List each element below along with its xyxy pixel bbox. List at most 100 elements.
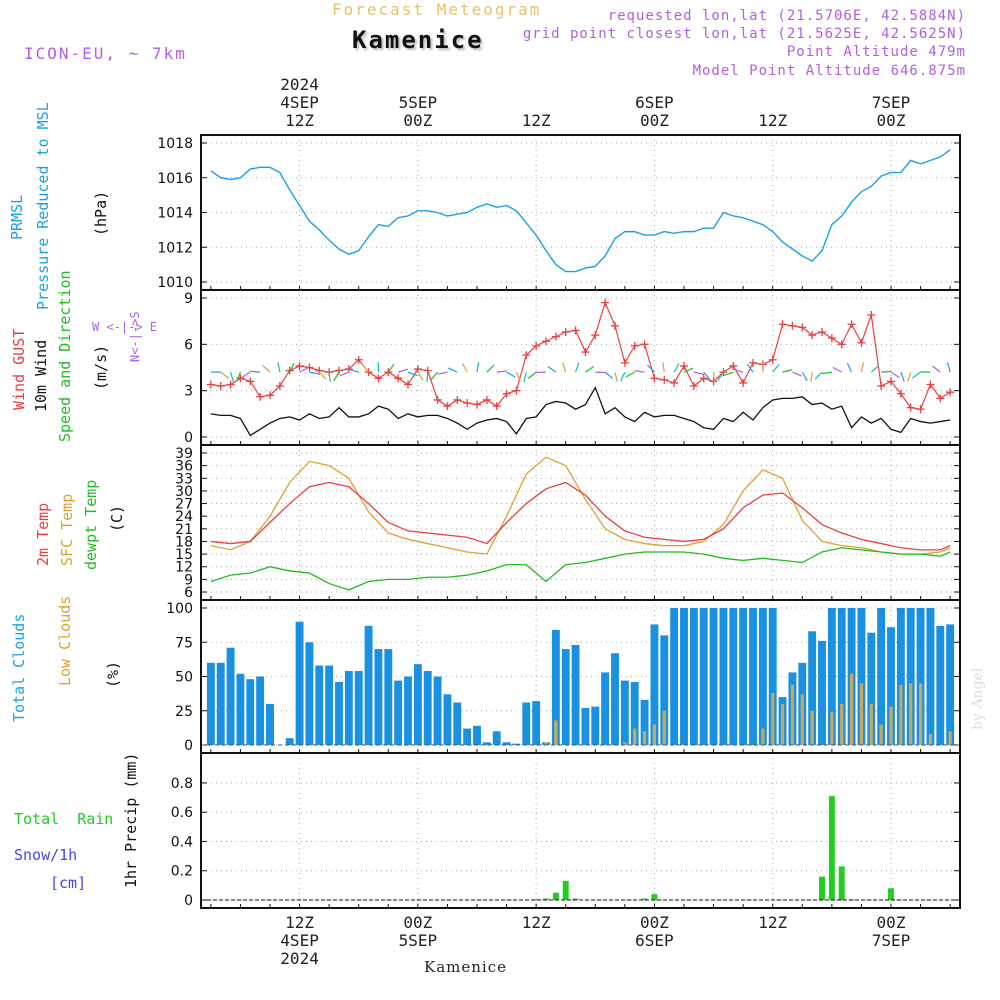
- wind-gust-point: [837, 340, 846, 349]
- low-cloud-bar: [761, 728, 765, 745]
- time-axis-label: 7SEP 00Z: [851, 94, 931, 130]
- total-cloud-bar: [758, 608, 767, 745]
- total-cloud-bar: [482, 742, 491, 745]
- time-axis-line: 12Z: [758, 913, 788, 932]
- wind-gust-point: [680, 361, 688, 370]
- total-cloud-bar: [532, 701, 541, 745]
- rain-bar: [533, 899, 540, 901]
- wind-direction-arrow: [515, 371, 521, 382]
- low-cloud-bar: [800, 694, 804, 745]
- wind-gust-point: [887, 377, 895, 386]
- time-axis-label: 12Z: [496, 914, 576, 932]
- total-cloud-bar: [354, 671, 363, 745]
- wind-direction-arrow: [673, 363, 680, 373]
- total-cloud-bar: [729, 608, 738, 745]
- total-cloud-bar: [896, 608, 905, 745]
- ytick-label: 25: [175, 704, 193, 720]
- total-cloud-bar: [650, 624, 659, 745]
- total-cloud-bar: [512, 743, 521, 745]
- ytick-label: 0.4: [171, 834, 193, 850]
- ytick-label: 27: [175, 497, 193, 513]
- total-cloud-bar: [305, 642, 314, 745]
- ytick-label: 33: [175, 471, 193, 487]
- wind-gust-point: [512, 386, 521, 395]
- time-axis-line: 00Z: [403, 111, 433, 130]
- low-cloud-bar: [918, 683, 923, 745]
- total-cloud-bar: [818, 640, 826, 745]
- footer-station: Kamenice: [424, 958, 507, 976]
- wind-gust-point: [216, 382, 225, 391]
- wind-direction-arrow: [496, 370, 507, 373]
- wind-gust-point: [867, 310, 876, 319]
- total-cloud-bar: [640, 699, 649, 745]
- total-cloud-bar: [739, 608, 748, 745]
- wind-gust-point: [453, 395, 462, 404]
- chart-title: Forecast Meteogram: [332, 0, 542, 19]
- low-cloud-bar: [889, 706, 893, 745]
- wind-direction-arrow: [733, 368, 744, 373]
- wind-gust-point: [936, 394, 945, 403]
- ytick-label: 6: [184, 337, 193, 353]
- total-cloud-bar: [473, 725, 481, 745]
- wind-gust-point: [532, 341, 541, 350]
- total-cloud-bar: [877, 608, 886, 745]
- total-cloud-bar: [670, 608, 679, 745]
- low-cloud-bar: [554, 720, 558, 745]
- wind-direction-arrow: [387, 363, 395, 373]
- panel-frame: [200, 752, 961, 909]
- ytick-label: 0: [184, 738, 193, 754]
- low-cloud-bar: [623, 742, 627, 745]
- wind-gust-point: [749, 358, 757, 367]
- wind-gust-point: [660, 375, 669, 384]
- low-cloud-bar: [662, 710, 666, 745]
- wind-direction-arrow: [229, 371, 234, 382]
- ytick-label: 39: [175, 446, 193, 462]
- total-cloud-bar: [620, 680, 629, 745]
- wind-gust-point: [719, 368, 728, 377]
- wind-direction-arrow: [860, 362, 865, 373]
- ytick-label: 50: [175, 670, 193, 686]
- wind-direction-arrow: [693, 371, 704, 375]
- total-cloud-bar: [266, 703, 274, 745]
- wind-gust-point: [551, 332, 560, 341]
- wind-gust-point: [226, 380, 235, 389]
- time-axis-label: 5SEP 00Z: [378, 94, 458, 130]
- time-axis-line: 00Z: [639, 111, 669, 130]
- wind-gust-point: [640, 340, 649, 349]
- wind-direction-arrow: [339, 371, 350, 377]
- wind-direction-arrow: [585, 366, 595, 373]
- station-name: Kamenice: [352, 26, 484, 54]
- ytick-label: 1014: [157, 206, 193, 222]
- sfc-temp-line: [210, 456, 951, 555]
- total-cloud-bar: [256, 676, 265, 745]
- wind-direction-arrow: [900, 371, 905, 382]
- wind-direction-arrow: [782, 369, 793, 373]
- wind-direction-arrow: [662, 362, 665, 373]
- total-cloud-bar: [827, 608, 836, 745]
- rain-bar: [888, 888, 894, 900]
- wind-direction-arrow: [527, 371, 537, 379]
- low-cloud-bar: [771, 692, 775, 745]
- wind-gust-point: [285, 366, 294, 375]
- wind-direction-arrow: [595, 371, 606, 374]
- total-cloud-bar: [315, 665, 324, 745]
- ytick-label: 0.8: [171, 776, 193, 792]
- ytick-label: 30: [175, 484, 193, 500]
- wind-gust-point: [394, 374, 403, 383]
- wind-direction-arrow: [426, 372, 429, 383]
- wind-direction-arrow: [318, 371, 327, 380]
- wind-gust-point: [374, 374, 383, 383]
- wind-gust-point: [443, 402, 452, 411]
- wind-gust-point: [798, 323, 807, 332]
- time-axis-line: 2024: [280, 75, 319, 94]
- total-cloud-bar: [453, 702, 462, 745]
- wind-direction-arrow: [523, 371, 527, 382]
- time-axis-line: 00Z: [639, 913, 669, 932]
- total-cloud-bar: [601, 672, 610, 745]
- low-cloud-bar: [633, 728, 637, 745]
- total-cloud-bar: [887, 627, 895, 745]
- wind-gust-point: [946, 388, 955, 397]
- wind-direction-arrow: [236, 371, 241, 382]
- ytick-label: 18: [175, 534, 193, 550]
